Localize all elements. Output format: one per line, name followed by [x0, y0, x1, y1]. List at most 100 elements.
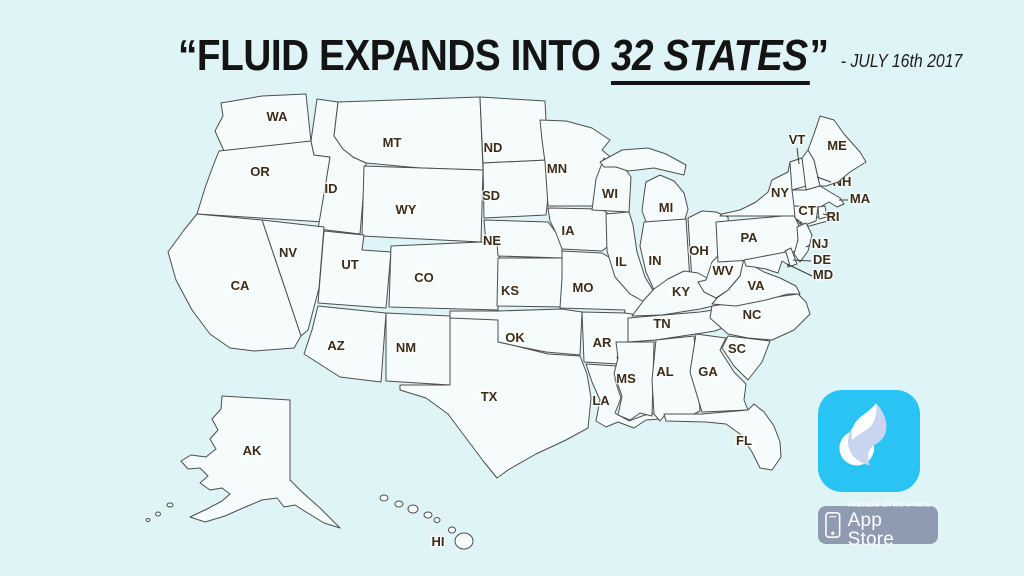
title-text: FLUID EXPANDS INTO [196, 31, 611, 80]
svg-text:WI: WI [602, 186, 618, 201]
svg-text:CO: CO [414, 270, 434, 285]
svg-text:DE: DE [813, 252, 831, 267]
svg-text:NE: NE [483, 233, 501, 248]
svg-text:NC: NC [743, 307, 762, 322]
svg-text:TX: TX [481, 389, 498, 404]
svg-text:ID: ID [325, 181, 338, 196]
svg-text:PA: PA [740, 230, 758, 245]
svg-text:OR: OR [250, 164, 270, 179]
state-mo: MO [559, 250, 647, 322]
badge-line2: App Store [847, 509, 895, 550]
state-mi: MI [599, 147, 689, 228]
svg-text:SC: SC [728, 341, 747, 356]
leader-line-nj [805, 244, 811, 248]
svg-text:ND: ND [484, 140, 503, 155]
app-store-badge[interactable]: Available on the iPhone App Store [818, 501, 938, 549]
svg-text:AL: AL [656, 364, 673, 379]
svg-text:MN: MN [547, 161, 567, 176]
state-de: DE [784, 247, 833, 269]
svg-text:MI: MI [659, 200, 673, 215]
open-quote: “ [178, 31, 197, 80]
svg-text:NJ: NJ [812, 236, 829, 251]
state-co: CO [388, 241, 501, 311]
page-title: “FLUID EXPANDS INTO 32 STATES” [178, 31, 829, 85]
svg-text:IN: IN [649, 253, 662, 268]
svg-text:HI: HI [432, 534, 445, 549]
svg-text:AZ: AZ [327, 338, 344, 353]
svg-text:OK: OK [505, 330, 525, 345]
state-ut: UT [317, 230, 392, 309]
title-bar: “FLUID EXPANDS INTO 32 STATES” - JULY 16… [178, 31, 962, 85]
svg-text:KY: KY [672, 284, 690, 299]
svg-text:WV: WV [713, 263, 734, 278]
svg-text:LA: LA [592, 393, 610, 408]
state-wi: WI [591, 157, 632, 213]
state-mt: MT [333, 96, 484, 171]
svg-text:MA: MA [850, 191, 871, 206]
state-nj: NJ [793, 222, 830, 263]
svg-text:MS: MS [616, 371, 636, 386]
state-wy: WY [361, 165, 484, 243]
state-nv: NV [261, 219, 325, 337]
svg-text:ME: ME [827, 138, 847, 153]
state-or: OR [196, 140, 331, 223]
state-sc: SC [721, 335, 771, 381]
state-nd: ND [479, 96, 549, 164]
svg-text:GA: GA [698, 364, 718, 379]
state-vt: VT [787, 131, 807, 191]
svg-text:VA: VA [747, 278, 765, 293]
leader-line-vt [796, 147, 800, 165]
leader-line-nh [816, 176, 832, 183]
svg-text:WA: WA [267, 109, 289, 124]
state-fl: FL [663, 403, 782, 471]
svg-text:VT: VT [789, 132, 806, 147]
svg-text:RI: RI [827, 209, 840, 224]
state-hi: HI [379, 494, 474, 551]
state-ga: GA [689, 333, 749, 413]
state-ak: AK [145, 395, 341, 529]
svg-text:FL: FL [736, 433, 752, 448]
state-ma: MA [791, 185, 872, 208]
svg-text:NM: NM [396, 340, 416, 355]
state-ca: CA [167, 213, 302, 352]
app-promo: Available on the iPhone App Store [818, 390, 938, 549]
badge-text: Available on the iPhone App Store [848, 501, 932, 549]
fluid-flame-icon [839, 403, 887, 466]
svg-text:IA: IA [562, 223, 576, 238]
svg-text:AK: AK [243, 443, 262, 458]
svg-text:CT: CT [798, 203, 815, 218]
state-md: MD [743, 251, 835, 284]
svg-text:IL: IL [615, 254, 627, 269]
state-nm: NM [385, 312, 451, 386]
svg-text:KS: KS [501, 283, 519, 298]
state-wv: WV [697, 255, 745, 299]
state-ms: MS [613, 341, 655, 421]
svg-text:NV: NV [279, 245, 297, 260]
badge-line1: Available on the iPhone [847, 500, 931, 510]
leader-line-de [792, 259, 812, 262]
svg-text:CA: CA [231, 278, 250, 293]
state-ks: KS [496, 257, 564, 308]
leader-line-ri [822, 213, 829, 216]
svg-text:OH: OH [689, 243, 709, 258]
svg-text:MT: MT [383, 135, 402, 150]
svg-text:AR: AR [593, 335, 612, 350]
date-note: - JULY 16th 2017 [840, 51, 963, 71]
state-az: AZ [303, 305, 387, 383]
title-emphasis: 32 STATES [610, 31, 810, 85]
leader-lines [786, 147, 848, 277]
fluid-app-icon[interactable] [818, 390, 920, 492]
state-me: ME [807, 115, 867, 187]
svg-text:SD: SD [482, 188, 500, 203]
state-ne: NE [481, 219, 563, 259]
state-wa: WA [214, 93, 312, 152]
svg-text:MD: MD [813, 267, 833, 282]
state-la: LA [585, 363, 662, 429]
state-al: AL [651, 335, 701, 422]
svg-text:NY: NY [771, 185, 789, 200]
svg-text:UT: UT [341, 257, 358, 272]
svg-text:MO: MO [573, 280, 594, 295]
state-ri: RI [817, 205, 841, 226]
iphone-icon [825, 512, 841, 538]
leader-line-md [786, 263, 813, 277]
